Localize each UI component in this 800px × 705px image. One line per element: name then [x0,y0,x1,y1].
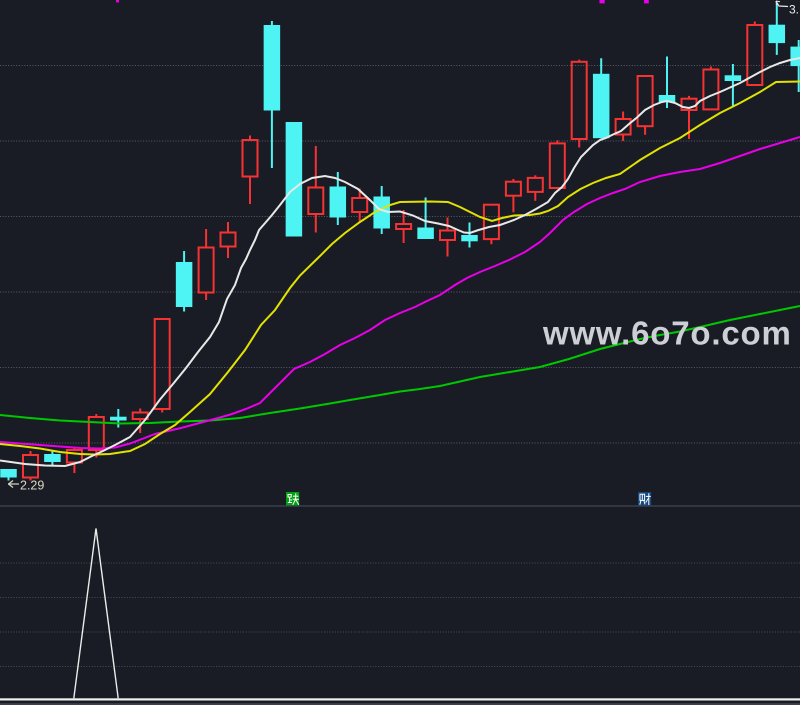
svg-text:3.: 3. [789,3,799,17]
svg-text:www.6o7o.com: www.6o7o.com [542,315,792,352]
svg-text:2.29: 2.29 [20,479,44,493]
